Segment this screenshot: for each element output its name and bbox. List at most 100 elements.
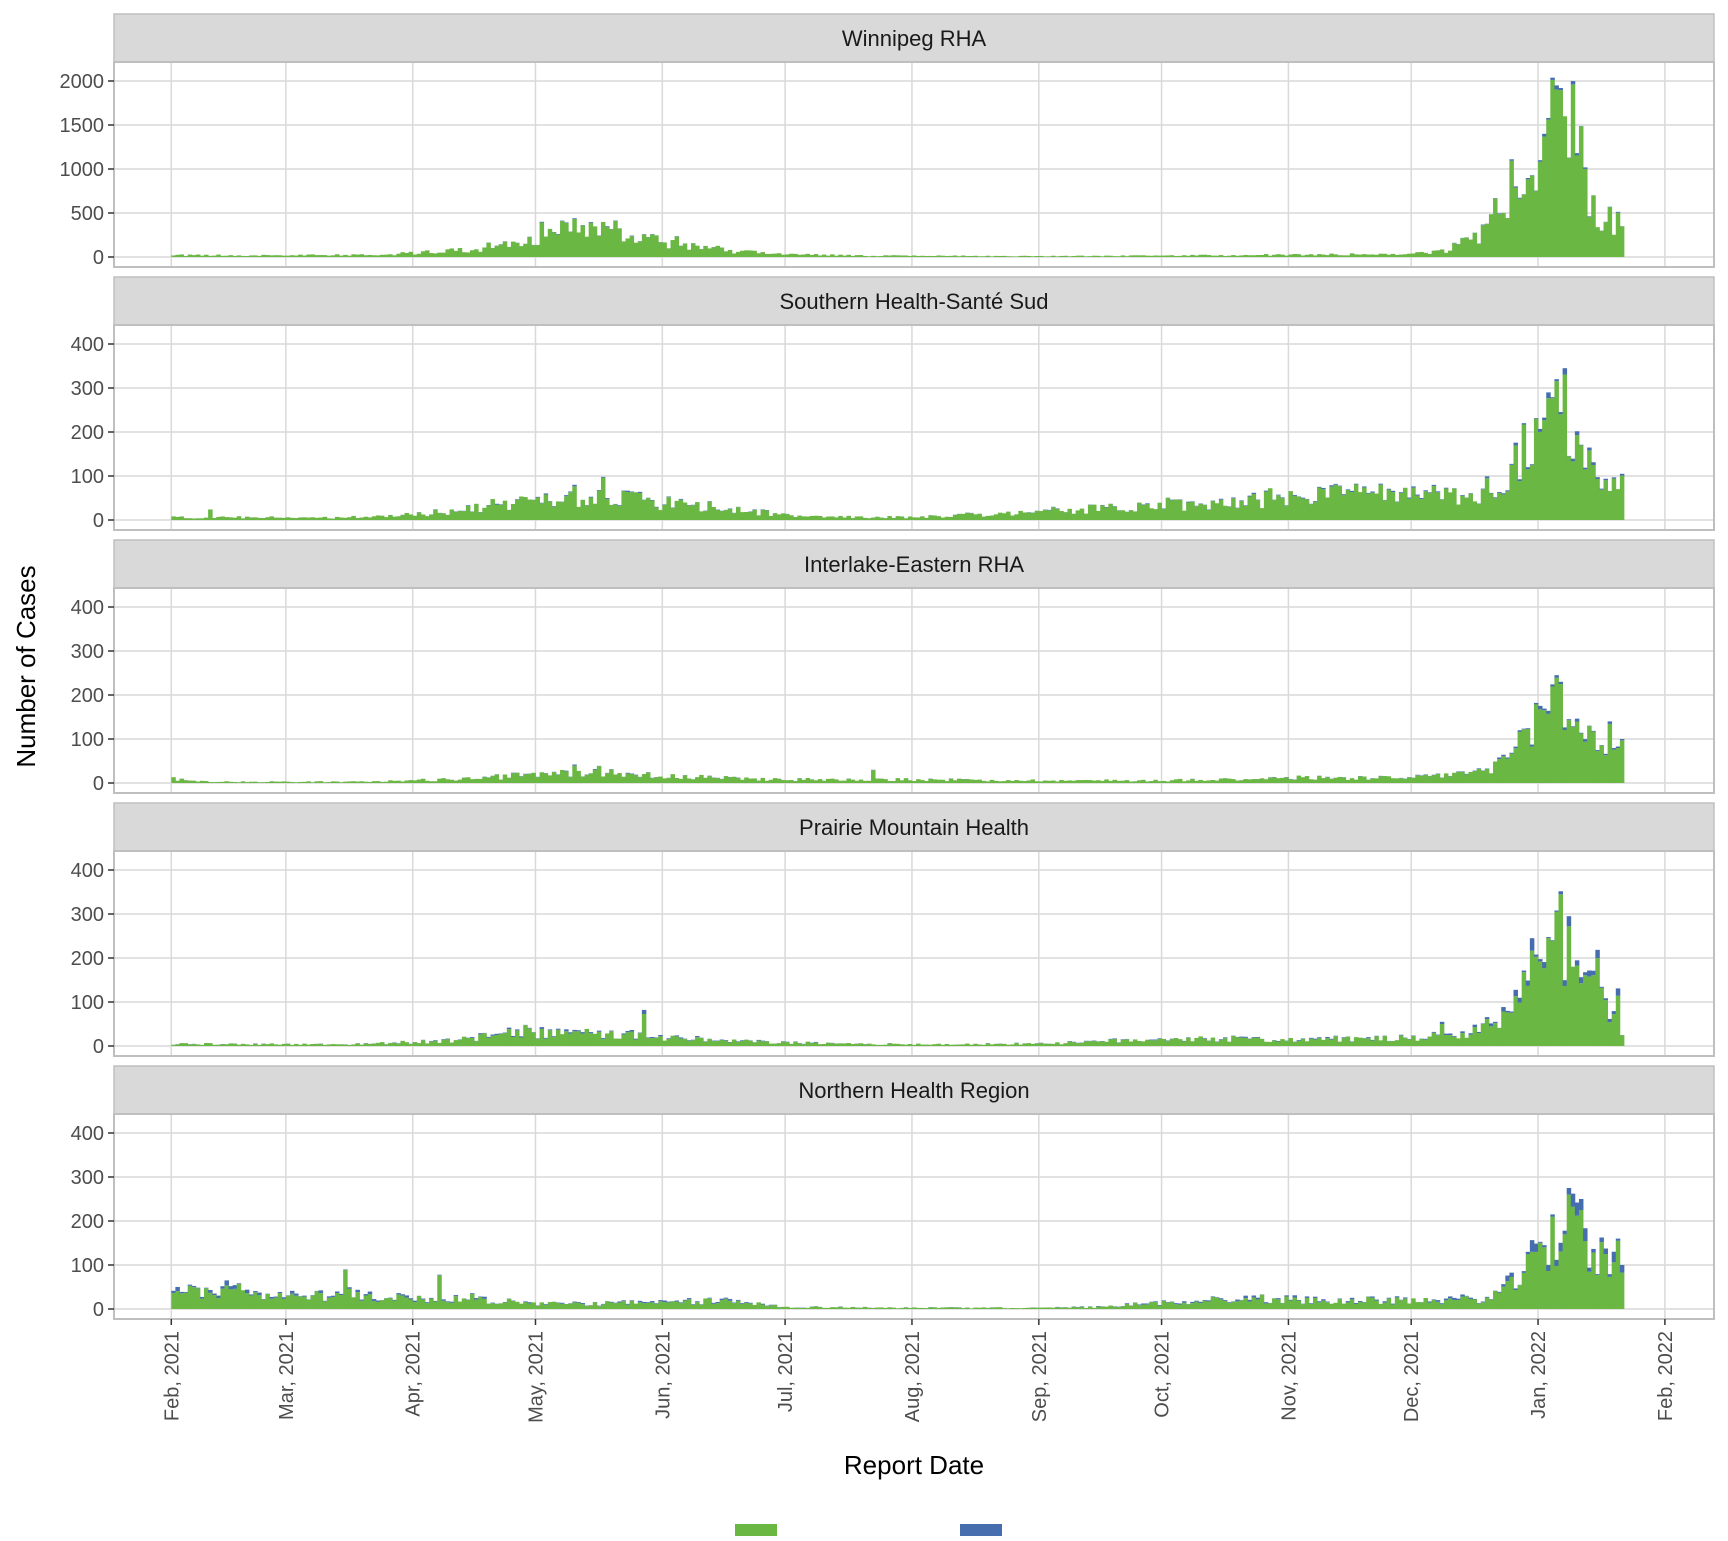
bar-lab-confirmed <box>1080 256 1084 257</box>
bar-lab-confirmed <box>1477 1304 1481 1309</box>
bar-lab-confirmed <box>1125 1304 1129 1309</box>
bar-lab-confirmed <box>683 775 687 783</box>
bar-lab-confirmed <box>302 1297 306 1309</box>
bar-lab-confirmed <box>1325 1038 1329 1046</box>
bar-lab-confirmed <box>519 246 523 257</box>
bar-probable <box>1612 1252 1616 1263</box>
bar-lab-confirmed <box>572 219 576 257</box>
bar-lab-confirmed <box>1362 1303 1366 1309</box>
bar-probable <box>409 1298 413 1299</box>
bar-lab-confirmed <box>691 779 695 783</box>
bar-lab-confirmed <box>748 779 752 783</box>
bar-lab-confirmed <box>814 1306 818 1309</box>
bar-probable <box>1403 1297 1407 1298</box>
bar-probable <box>1477 1303 1481 1304</box>
bar-lab-confirmed <box>1346 780 1350 783</box>
bar-lab-confirmed <box>200 1045 204 1046</box>
bar-lab-confirmed <box>1293 780 1297 783</box>
bar-probable <box>1235 1300 1239 1302</box>
bar-lab-confirmed <box>274 1044 278 1046</box>
bar-probable <box>1153 1040 1157 1041</box>
bar-lab-confirmed <box>1620 1035 1624 1046</box>
bar-lab-confirmed <box>531 245 535 257</box>
bar-lab-confirmed <box>630 774 634 783</box>
bar-lab-confirmed <box>519 1038 523 1046</box>
bar-lab-confirmed <box>1567 926 1571 1046</box>
bar-lab-confirmed <box>1550 80 1554 257</box>
bar-probable <box>1501 1284 1505 1287</box>
bar-lab-confirmed <box>208 1293 212 1309</box>
bar-lab-confirmed <box>1546 938 1550 1046</box>
bar-lab-confirmed <box>626 1032 630 1046</box>
bar-lab-confirmed <box>364 255 368 257</box>
bar-lab-confirmed <box>1055 509 1059 520</box>
bar-lab-confirmed <box>179 516 183 520</box>
bar-probable <box>1387 1298 1391 1299</box>
bar-lab-confirmed <box>1268 1303 1272 1309</box>
bar-lab-confirmed <box>1338 255 1342 257</box>
bar-lab-confirmed <box>576 1303 580 1309</box>
bar-probable <box>540 222 544 223</box>
bar-lab-confirmed <box>437 253 441 257</box>
bar-lab-confirmed <box>875 1045 879 1046</box>
bar-lab-confirmed <box>1059 780 1063 783</box>
bar-lab-confirmed <box>945 1307 949 1309</box>
bar-probable <box>1473 1299 1477 1300</box>
bar-lab-confirmed <box>278 782 282 783</box>
bar-probable <box>1587 970 1591 976</box>
bar-probable <box>1485 1017 1489 1019</box>
bar-lab-confirmed <box>302 256 306 257</box>
bar-lab-confirmed <box>867 518 871 520</box>
bar-lab-confirmed <box>752 1043 756 1046</box>
bar-lab-confirmed <box>716 246 720 257</box>
bar-lab-confirmed <box>1108 1306 1112 1309</box>
bar-lab-confirmed <box>793 254 797 257</box>
bar-lab-confirmed <box>556 501 560 520</box>
bar-lab-confirmed <box>458 511 462 520</box>
bar-lab-confirmed <box>527 1303 531 1309</box>
bar-probable <box>1505 757 1509 758</box>
bar-lab-confirmed <box>229 255 233 257</box>
bar-lab-confirmed <box>261 1299 265 1309</box>
bar-lab-confirmed <box>1464 498 1468 520</box>
bar-lab-confirmed <box>392 1300 396 1309</box>
bar-lab-confirmed <box>642 1014 646 1046</box>
bar-lab-confirmed <box>392 1043 396 1046</box>
bar-lab-confirmed <box>1125 256 1129 257</box>
bar-probable <box>658 1035 662 1036</box>
bar-lab-confirmed <box>179 1293 183 1309</box>
bar-lab-confirmed <box>818 779 822 783</box>
bar-lab-confirmed <box>204 1043 208 1046</box>
bar-lab-confirmed <box>1571 1207 1575 1309</box>
bar-lab-confirmed <box>859 1043 863 1046</box>
bar-lab-confirmed <box>437 1043 441 1046</box>
bar-lab-confirmed <box>511 1037 515 1046</box>
y-tick-label: 1000 <box>60 159 105 181</box>
bar-lab-confirmed <box>1391 1304 1395 1309</box>
bar-lab-confirmed <box>380 255 384 257</box>
bar-lab-confirmed <box>323 517 327 520</box>
bar-lab-confirmed <box>1256 255 1260 257</box>
bar-lab-confirmed <box>212 256 216 257</box>
bar-lab-confirmed <box>1137 503 1141 520</box>
bar-lab-confirmed <box>953 1308 957 1309</box>
bar-lab-confirmed <box>1481 1302 1485 1309</box>
bar-lab-confirmed <box>687 250 691 257</box>
bar-lab-confirmed <box>1481 1024 1485 1046</box>
bar-lab-confirmed <box>196 255 200 257</box>
bar-lab-confirmed <box>1563 375 1567 520</box>
bar-lab-confirmed <box>1616 748 1620 783</box>
bar-lab-confirmed <box>1444 773 1448 783</box>
bar-lab-confirmed <box>290 1294 294 1309</box>
bar-lab-confirmed <box>1411 1298 1415 1309</box>
bar-lab-confirmed <box>331 781 335 783</box>
bar-lab-confirmed <box>1141 255 1145 257</box>
bar-lab-confirmed <box>1014 1308 1018 1309</box>
bar-lab-confirmed <box>740 1041 744 1046</box>
bar-lab-confirmed <box>945 781 949 783</box>
bar-lab-confirmed <box>1133 511 1137 520</box>
bar-probable <box>1513 747 1517 749</box>
bar-lab-confirmed <box>1599 746 1603 783</box>
bar-lab-confirmed <box>265 517 269 520</box>
bar-lab-confirmed <box>1444 488 1448 520</box>
